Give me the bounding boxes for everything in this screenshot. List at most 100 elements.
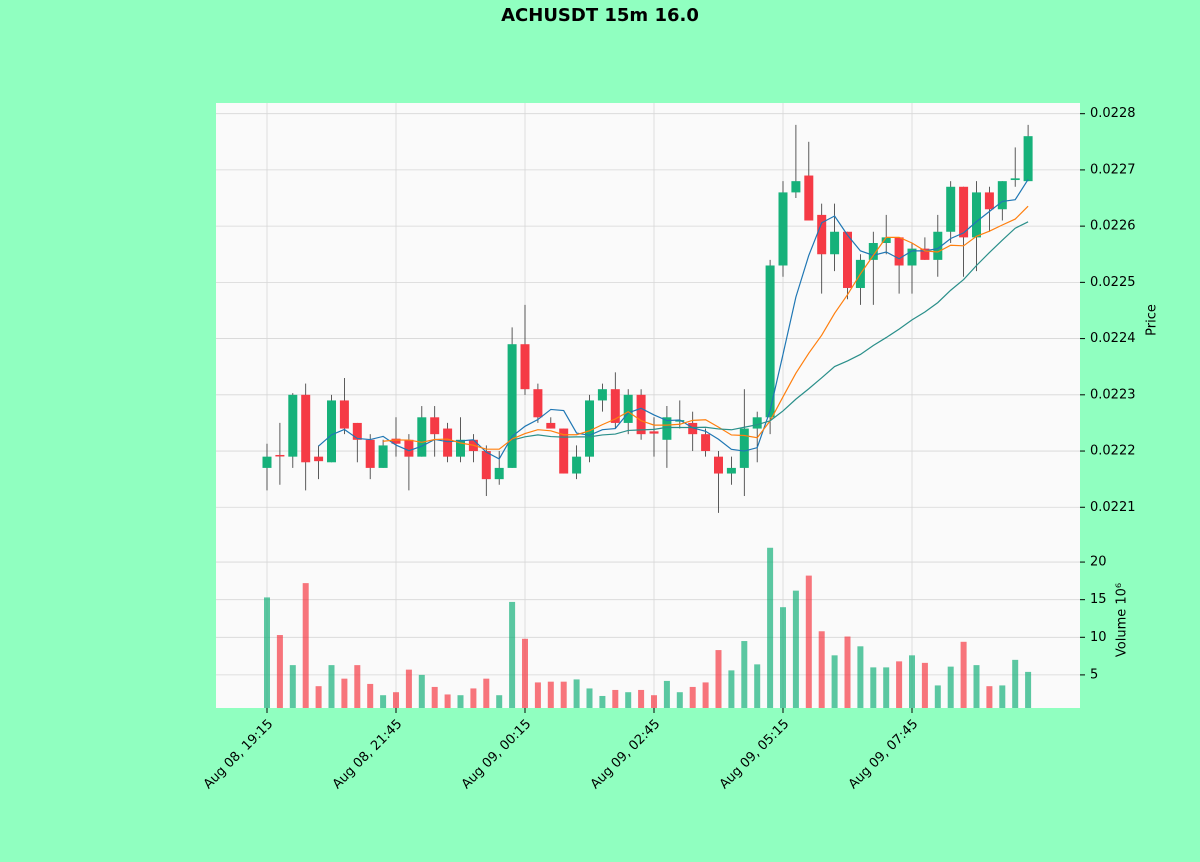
candle-body <box>443 428 453 457</box>
volume-bar <box>663 680 670 708</box>
candle-body <box>533 389 543 418</box>
volume-axis-label: Volume 10⁶ <box>1115 583 1130 657</box>
candle-body <box>804 175 814 221</box>
volume-bar <box>302 583 309 708</box>
volume-bar <box>754 664 761 708</box>
volume-bar <box>547 681 554 708</box>
volume-bar <box>870 667 877 708</box>
candle-body <box>378 445 388 468</box>
candle-body <box>843 231 852 288</box>
candle-body <box>739 428 749 468</box>
y2-tick-label: 5 <box>1090 667 1098 682</box>
candle-body <box>404 439 414 457</box>
volume-bar <box>999 685 1006 708</box>
candle-body <box>765 265 775 418</box>
y-axis-label: Price <box>1145 304 1160 336</box>
volume-bar <box>909 655 915 708</box>
volume-bar <box>328 665 335 708</box>
x-tick-label: Aug 08, 21:45 <box>330 717 406 793</box>
volume-bar <box>857 646 864 708</box>
volume-bar <box>457 695 464 708</box>
candle-body <box>352 422 362 440</box>
volume-bar <box>638 689 645 708</box>
y-tick-label: 0.0222 <box>1090 444 1136 459</box>
candle-body <box>1023 136 1033 182</box>
candle-body <box>675 420 685 422</box>
candle-body <box>301 394 311 463</box>
candle-body <box>275 454 285 457</box>
candle-body <box>288 394 298 457</box>
candle-body <box>365 439 375 468</box>
volume-bar <box>393 692 399 708</box>
volume-bar <box>728 670 735 708</box>
volume-bar <box>921 662 928 708</box>
candle-body <box>984 192 994 210</box>
volume-bar <box>947 666 954 708</box>
candle-body <box>830 231 840 255</box>
candle-body <box>597 389 607 401</box>
volume-bar <box>367 683 374 708</box>
y-tick-label: 0.0223 <box>1090 387 1136 402</box>
y-tick-label: 0.0221 <box>1090 500 1136 515</box>
candle-body <box>649 431 659 434</box>
candle-body <box>1010 178 1020 181</box>
volume-bar <box>934 685 941 708</box>
x-tick-label: Aug 08, 19:15 <box>201 717 277 793</box>
candle-body <box>726 467 736 474</box>
candle-body <box>585 400 594 457</box>
candle-body <box>701 434 711 452</box>
candle-body <box>314 456 324 462</box>
candle-body <box>494 467 504 480</box>
candle-body <box>559 428 569 474</box>
candle-body <box>456 439 465 457</box>
y2-tick-label: 15 <box>1090 592 1107 607</box>
volume-bar <box>715 650 722 708</box>
candle-body <box>391 438 401 444</box>
volume-bar <box>534 682 541 708</box>
candle-body <box>946 186 956 232</box>
candle-body <box>997 181 1007 210</box>
candle-body <box>817 214 827 255</box>
y-tick-label: 0.0228 <box>1090 106 1136 121</box>
candle-body <box>972 192 981 238</box>
volume-bar <box>741 641 748 708</box>
candle-body <box>623 394 633 423</box>
volume-bar <box>986 686 993 708</box>
candle-body <box>417 417 427 457</box>
candle-body <box>881 237 891 244</box>
candle-body <box>430 417 440 435</box>
candle-body <box>920 248 930 260</box>
x-tick-label: Aug 09, 02:45 <box>588 717 664 793</box>
volume-bar <box>702 682 709 708</box>
candle-body <box>752 417 762 429</box>
volume-bar <box>470 688 477 708</box>
y-tick-label: 0.0226 <box>1090 219 1136 234</box>
volume-bar <box>444 694 451 708</box>
volume-bar <box>341 678 348 708</box>
x-tick-label: Aug 09, 05:15 <box>717 717 793 793</box>
volume-bar <box>780 607 786 708</box>
candle-body <box>778 192 788 266</box>
volume-bar <box>844 636 851 708</box>
candle-body <box>907 248 917 266</box>
volume-bar <box>767 547 774 708</box>
volume-bar <box>1025 671 1032 708</box>
volume-bar <box>418 674 425 708</box>
volume-bar <box>818 631 825 708</box>
y-tick-label: 0.0224 <box>1090 331 1136 346</box>
volume-bar <box>625 692 632 708</box>
candle-body <box>636 394 646 435</box>
volume-bar <box>792 590 799 708</box>
volume-bar <box>289 665 296 708</box>
volume-bar <box>960 641 967 708</box>
y-tick-label: 0.0227 <box>1090 162 1136 177</box>
candle-body <box>662 417 672 440</box>
volume-bar <box>689 686 696 708</box>
volume-bar <box>805 575 812 708</box>
candle-body <box>868 243 878 260</box>
chart-title: ACHUSDT 15m 16.0 <box>501 5 699 26</box>
candle-body <box>262 456 272 468</box>
candle-body <box>520 344 530 390</box>
plot-area <box>216 103 1080 708</box>
